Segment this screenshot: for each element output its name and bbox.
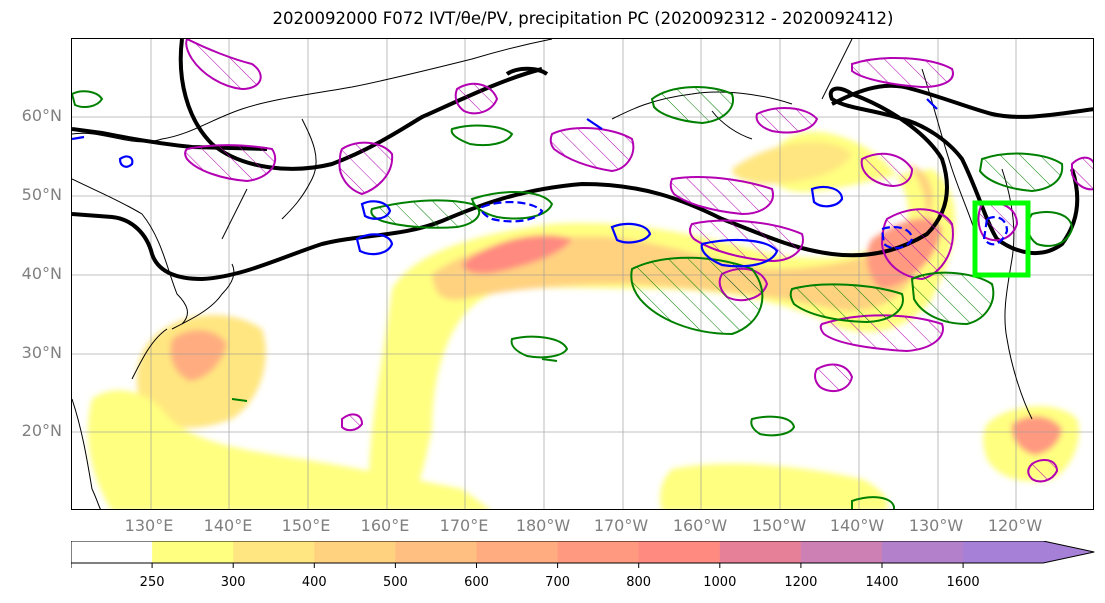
lon-label-140w: 140°W [829, 516, 885, 535]
lat-label-60n: 60°N [21, 106, 62, 125]
colorbar-segment [314, 541, 396, 563]
map-title: 2020092000 F072 IVT/θe/PV, precipitation… [272, 9, 894, 28]
colorbar-tick-label: 400 [301, 575, 327, 590]
lon-label-170w: 170°W [593, 516, 649, 535]
colorbar-segment [638, 541, 721, 563]
colorbar-extend-arrow [963, 541, 1095, 563]
colorbar-tick-label: 250 [139, 575, 165, 590]
lon-label-180w: 180°W [515, 516, 571, 535]
colorbar-outline [71, 541, 1095, 564]
colorbar-segment [71, 541, 153, 563]
lon-label-170e: 170°E [439, 516, 489, 535]
lon-label-150w: 150°W [751, 516, 807, 535]
lon-label-160w: 160°W [672, 516, 728, 535]
precip-pc-positive [72, 86, 1074, 509]
colorbar-tick-label: 1400 [865, 575, 899, 590]
colorbar-tick-label: 700 [545, 575, 570, 590]
lon-label-130e: 130°E [124, 516, 174, 535]
lat-label-30n: 30°N [21, 343, 62, 362]
lon-label-140e: 140°E [203, 516, 253, 535]
lat-label-40n: 40°N [21, 264, 62, 283]
lon-label-120w: 120°W [987, 516, 1043, 535]
colorbar-tick-label: 600 [464, 575, 489, 590]
precip-pc-negative [72, 98, 1009, 268]
lon-label-150e: 150°E [281, 516, 331, 535]
lon-label-160e: 160°E [360, 516, 410, 535]
highlight-box [972, 200, 1031, 278]
colorbar-segment [395, 541, 477, 563]
colorbar-tick-label: 500 [382, 575, 408, 590]
map-canvas [72, 39, 1093, 509]
colorbar-segment [882, 541, 964, 563]
lat-label-50n: 50°N [21, 185, 62, 204]
colorbar-segment [152, 541, 234, 563]
colorbar-segment [476, 541, 559, 563]
lon-label-130w: 130°W [908, 516, 964, 535]
colorbar-segment [233, 541, 315, 563]
colorbar-tick-label: 1000 [703, 575, 737, 590]
ivt-colorbar [71, 541, 1095, 568]
colorbar-segment [557, 541, 640, 563]
colorbar-tick-label: 800 [626, 575, 652, 590]
colorbar-segment [800, 541, 883, 563]
colorbar-tick-label: 300 [220, 575, 246, 590]
lat-label-20n: 20°N [21, 421, 62, 440]
colorbar-tick-label: 1600 [946, 575, 980, 590]
map-panel [71, 38, 1094, 510]
colorbar-tick-label: 1200 [784, 575, 818, 590]
pv-hatched-contours [184, 39, 1093, 483]
ivt-shading [88, 131, 1080, 509]
colorbar-segment [719, 541, 802, 563]
